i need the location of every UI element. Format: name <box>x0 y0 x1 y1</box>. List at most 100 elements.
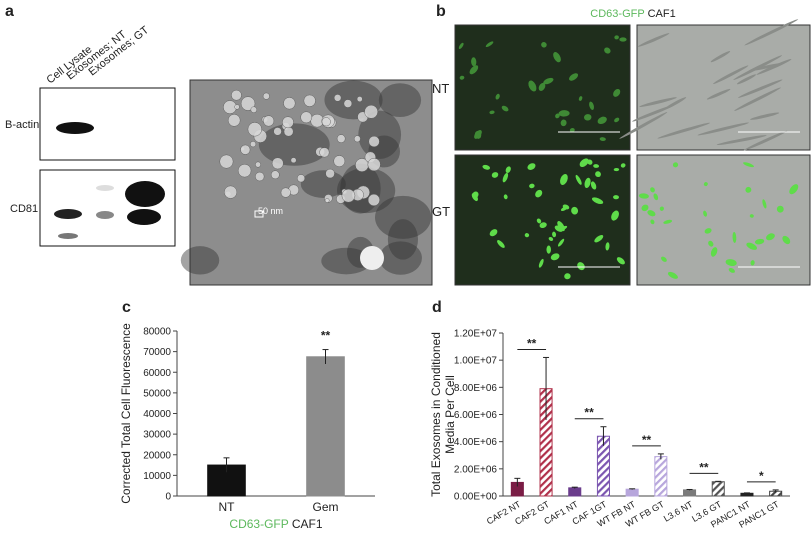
cell <box>489 229 498 237</box>
cell <box>750 260 755 266</box>
cell <box>564 273 571 280</box>
band <box>54 209 82 219</box>
cell <box>614 117 620 123</box>
cell <box>713 65 749 85</box>
cell <box>543 77 554 85</box>
cell <box>539 222 547 229</box>
significance-label: * <box>759 469 764 483</box>
cell <box>469 65 479 75</box>
cell <box>605 242 610 251</box>
vesicle <box>341 188 356 203</box>
cell <box>503 194 508 200</box>
band <box>58 233 78 239</box>
cell <box>749 112 780 120</box>
panel-letter: a <box>5 3 14 20</box>
band <box>127 209 161 225</box>
cell <box>637 33 670 47</box>
y-tick-label: 80000 <box>143 327 171 338</box>
cell <box>754 238 765 245</box>
cell <box>619 37 627 42</box>
vesicle <box>271 157 284 170</box>
cell <box>703 182 708 187</box>
vesicle <box>263 115 275 127</box>
panel-letter: c <box>122 299 131 316</box>
cell <box>597 116 607 125</box>
cell <box>459 75 465 80</box>
cell <box>744 19 799 46</box>
vesicle <box>255 171 265 182</box>
vesicle <box>300 111 313 124</box>
title-part: CD63-GFP <box>590 8 644 20</box>
vesicle <box>360 246 384 270</box>
dark-region <box>321 247 372 275</box>
blot <box>39 87 176 161</box>
cell <box>529 183 535 189</box>
vesicle <box>343 99 353 108</box>
vesicle <box>367 193 380 207</box>
cell <box>704 228 712 234</box>
cell <box>535 189 543 198</box>
vesicle <box>250 106 258 113</box>
cell <box>736 74 757 85</box>
cell <box>613 167 620 172</box>
bar <box>654 456 668 497</box>
dark-region <box>379 241 422 275</box>
y-axis-label: Media Per Cell <box>443 375 457 454</box>
cell <box>583 114 592 121</box>
cell <box>569 128 575 133</box>
panel-title: CD63-GFP CAF1 <box>590 8 675 20</box>
vesicle <box>280 187 291 198</box>
x-axis-label: CD63-GFP CAF1 <box>229 517 322 531</box>
cell <box>560 225 568 231</box>
cell <box>789 184 799 195</box>
vesicle <box>325 168 335 179</box>
cell <box>505 166 511 173</box>
cell <box>458 42 464 49</box>
cell <box>541 42 547 48</box>
cell <box>485 41 494 48</box>
x-axis-label-part: CD63-GFP <box>229 517 288 531</box>
cell <box>497 240 505 248</box>
cell <box>650 219 655 225</box>
micrograph-frame <box>454 154 631 286</box>
cell <box>632 104 675 122</box>
cell <box>749 214 754 218</box>
title-part: CAF1 <box>648 8 676 20</box>
cell <box>595 171 601 178</box>
cell <box>706 88 731 100</box>
vesicle <box>240 96 256 111</box>
x-axis-label-part: CAF1 <box>292 517 323 531</box>
vesicle <box>321 117 331 127</box>
cell <box>604 47 611 54</box>
micrographs <box>454 19 811 286</box>
blot <box>39 169 176 247</box>
significance-label: ** <box>527 336 537 350</box>
cell <box>555 113 560 119</box>
cell <box>557 238 565 247</box>
cell <box>472 191 479 199</box>
micrograph-frame <box>636 24 811 151</box>
cell <box>560 174 568 185</box>
scale-label: 50 nm <box>258 206 283 216</box>
cell <box>560 206 568 211</box>
cell <box>641 204 649 212</box>
vesicle <box>336 134 346 143</box>
cell <box>489 110 495 115</box>
bar <box>306 356 345 497</box>
cell <box>734 87 781 111</box>
vesicle <box>237 163 252 178</box>
vesicle <box>368 135 380 148</box>
cell <box>527 163 536 170</box>
vesicle <box>353 135 361 143</box>
cell <box>614 35 619 40</box>
cell <box>611 210 619 221</box>
cell <box>638 193 649 199</box>
vesicle <box>240 144 251 155</box>
cell <box>732 231 737 244</box>
cell <box>501 105 509 112</box>
cell <box>663 219 673 224</box>
vesicle <box>319 147 330 158</box>
cell <box>765 233 775 241</box>
y-tick-label: 50000 <box>143 388 171 399</box>
